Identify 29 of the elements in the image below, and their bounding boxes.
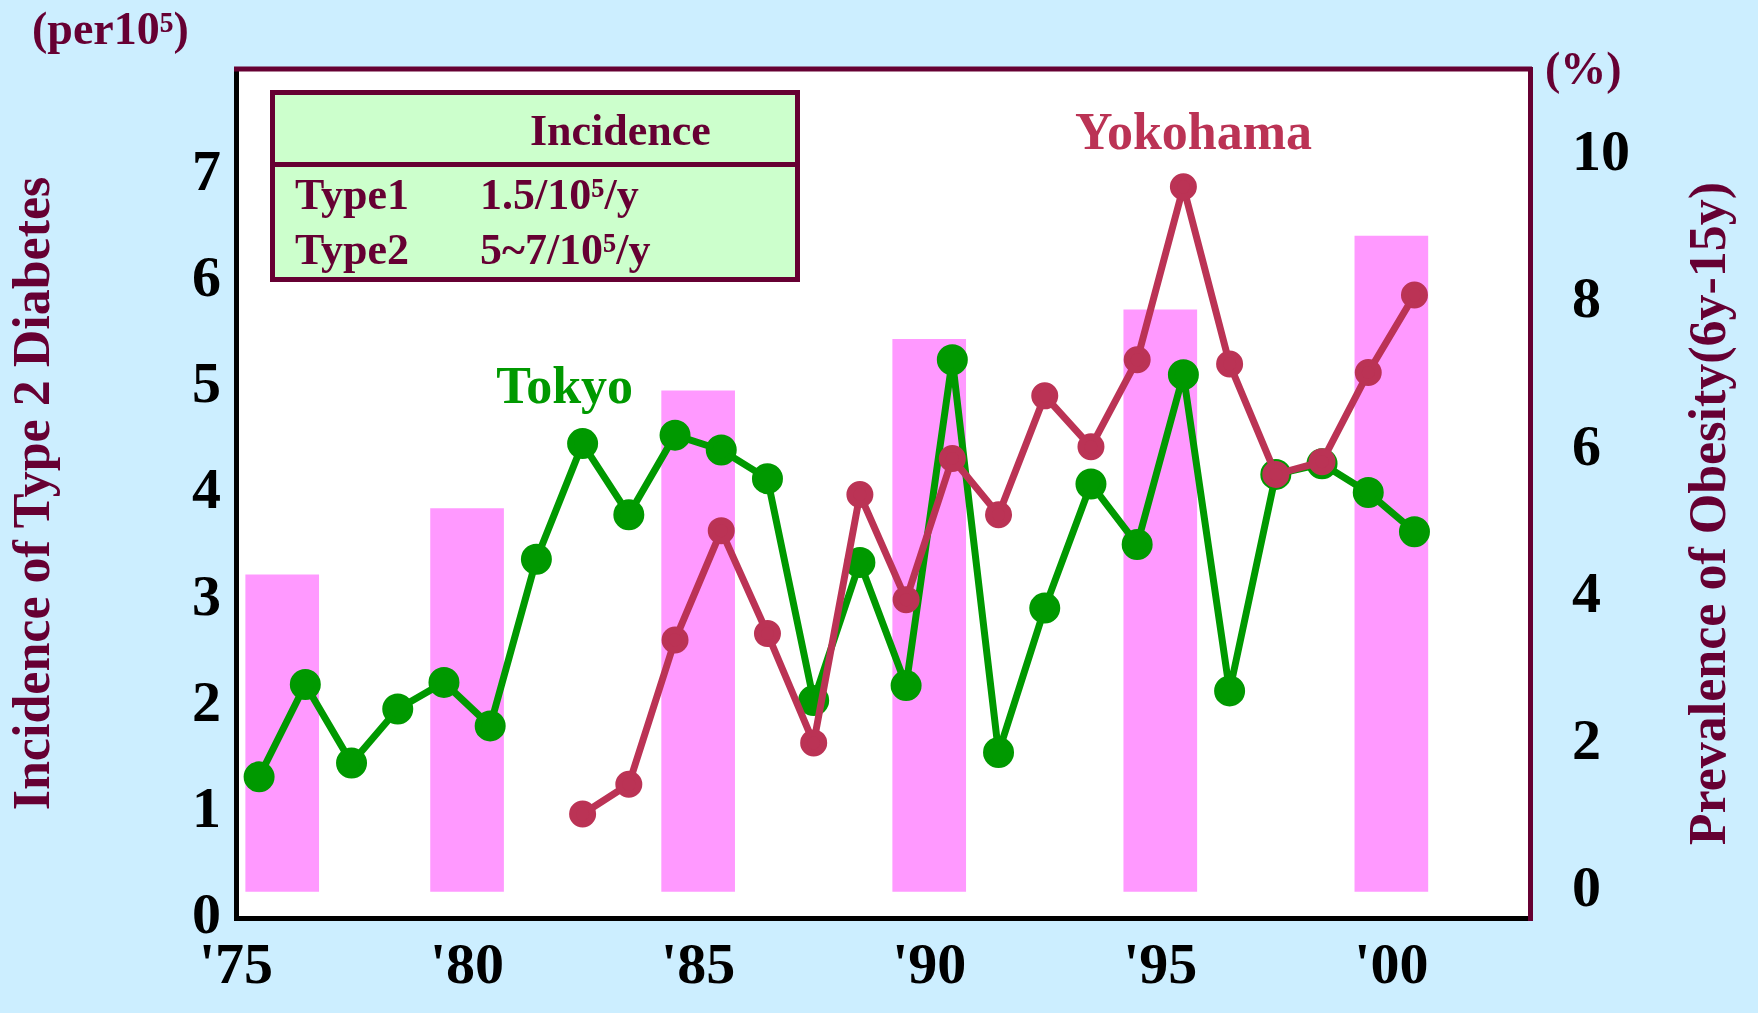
annotation: 5~7/10⁵/y (480, 224, 651, 275)
y-tick-label: 4 (192, 456, 221, 522)
annotation: Incidence (275, 95, 795, 167)
y-tick-label: 2 (192, 668, 221, 734)
annotation: 1.5/10⁵/y (480, 169, 639, 220)
y-tick-label: 1 (192, 774, 221, 840)
x-tick-label: '85 (661, 930, 736, 996)
y2-axis-title: Prevalence of Obesity(6y-15y) (1679, 181, 1738, 846)
y2-tick-label: 10 (1572, 118, 1630, 184)
y2-tick-label: 6 (1572, 412, 1601, 478)
x-tick-label: '80 (430, 930, 505, 996)
y2-tick-label: 0 (1572, 854, 1601, 920)
y-tick-label: 3 (192, 562, 221, 628)
y2-tick-label: 4 (1572, 559, 1601, 625)
y2-tick-label: 2 (1572, 707, 1601, 773)
x-tick-label: '00 (1354, 930, 1429, 996)
y-tick-label: 5 (192, 350, 221, 416)
text: (per10⁵) (32, 2, 189, 55)
annotation: Type2 (295, 224, 411, 275)
series-label: Tokyo (496, 357, 634, 415)
y2-tick-label: 8 (1572, 265, 1601, 331)
x-tick-label: '90 (892, 930, 967, 996)
y-axis-title: Incidence of Type 2 Diabetes (2, 176, 60, 811)
annotation: Type1 (295, 169, 411, 220)
series-label: Yokohama (1075, 102, 1313, 160)
x-tick-label: '95 (1123, 930, 1198, 996)
y-tick-label: 7 (192, 138, 221, 204)
y-tick-label: 6 (192, 244, 221, 310)
text: (%) (1545, 42, 1622, 95)
